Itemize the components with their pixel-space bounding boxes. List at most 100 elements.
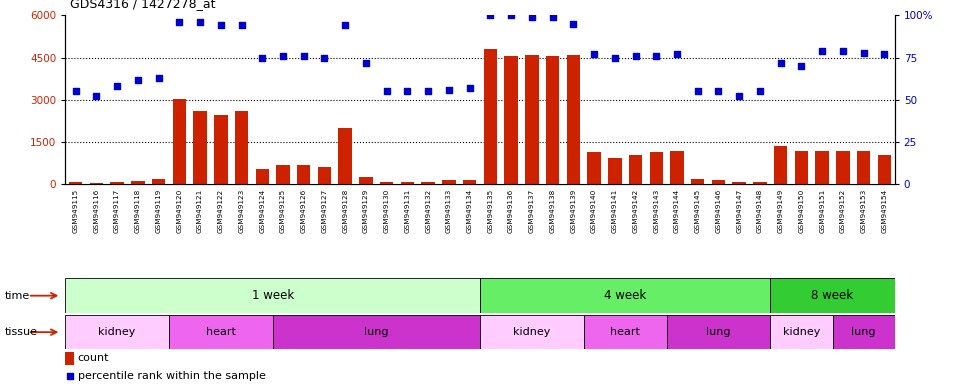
Bar bbox=[318, 167, 331, 184]
Text: GSM949126: GSM949126 bbox=[300, 189, 307, 233]
Text: GSM949142: GSM949142 bbox=[633, 189, 638, 233]
Bar bbox=[566, 55, 580, 184]
Bar bbox=[650, 152, 663, 184]
Point bbox=[379, 88, 395, 94]
Text: GSM949117: GSM949117 bbox=[114, 189, 120, 233]
Text: 8 week: 8 week bbox=[811, 289, 853, 302]
Point bbox=[172, 19, 187, 25]
Bar bbox=[65, 278, 480, 313]
Bar bbox=[273, 315, 480, 349]
Bar bbox=[152, 179, 165, 184]
Bar bbox=[235, 111, 249, 184]
Point bbox=[442, 87, 457, 93]
Point bbox=[649, 53, 664, 59]
Text: tissue: tissue bbox=[5, 327, 37, 337]
Bar bbox=[255, 169, 269, 184]
Point bbox=[296, 53, 311, 59]
Point bbox=[794, 63, 809, 69]
Point bbox=[109, 83, 125, 89]
Bar bbox=[504, 56, 517, 184]
Bar bbox=[546, 56, 560, 184]
Bar bbox=[69, 182, 83, 184]
Bar bbox=[65, 315, 169, 349]
Point bbox=[462, 85, 477, 91]
Bar bbox=[815, 151, 828, 184]
Point bbox=[62, 373, 78, 379]
Bar bbox=[836, 151, 850, 184]
Text: 1 week: 1 week bbox=[252, 289, 294, 302]
Point bbox=[254, 55, 270, 61]
Bar bbox=[770, 278, 895, 313]
Bar bbox=[754, 182, 767, 184]
Text: kidney: kidney bbox=[99, 327, 135, 337]
Point bbox=[565, 21, 581, 27]
Text: GSM949123: GSM949123 bbox=[238, 189, 245, 233]
Text: GSM949140: GSM949140 bbox=[591, 189, 597, 233]
Point bbox=[835, 48, 851, 54]
Text: GSM949139: GSM949139 bbox=[570, 189, 576, 233]
Text: GSM949118: GSM949118 bbox=[134, 189, 141, 233]
Text: GSM949144: GSM949144 bbox=[674, 189, 680, 233]
Text: GSM949138: GSM949138 bbox=[549, 189, 556, 233]
Text: GSM949115: GSM949115 bbox=[73, 189, 79, 233]
Point bbox=[483, 12, 498, 18]
Text: GSM949147: GSM949147 bbox=[736, 189, 742, 233]
Bar bbox=[193, 111, 206, 184]
Text: GSM949143: GSM949143 bbox=[653, 189, 660, 233]
Text: GSM949121: GSM949121 bbox=[197, 189, 204, 233]
Text: GSM949131: GSM949131 bbox=[404, 189, 411, 233]
Text: GSM949120: GSM949120 bbox=[177, 189, 182, 233]
Bar bbox=[380, 182, 394, 184]
Text: GSM949152: GSM949152 bbox=[840, 189, 846, 233]
Bar bbox=[691, 179, 705, 184]
Text: 4 week: 4 week bbox=[604, 289, 646, 302]
Bar bbox=[588, 152, 601, 184]
Point bbox=[338, 22, 353, 28]
Bar bbox=[711, 180, 725, 184]
Text: GSM949146: GSM949146 bbox=[715, 189, 722, 233]
Text: lung: lung bbox=[364, 327, 389, 337]
Text: GSM949134: GSM949134 bbox=[467, 189, 472, 233]
Text: kidney: kidney bbox=[514, 327, 550, 337]
Bar bbox=[584, 315, 666, 349]
Bar bbox=[359, 177, 372, 184]
Bar bbox=[65, 352, 75, 365]
Point bbox=[753, 88, 768, 94]
Bar bbox=[774, 146, 787, 184]
Bar bbox=[421, 182, 435, 184]
Bar bbox=[443, 180, 456, 184]
Text: GSM949149: GSM949149 bbox=[778, 189, 783, 233]
Point bbox=[773, 60, 788, 66]
Point bbox=[131, 76, 146, 83]
Point bbox=[276, 53, 291, 59]
Point bbox=[710, 88, 726, 94]
Text: GDS4316 / 1427278_at: GDS4316 / 1427278_at bbox=[70, 0, 216, 10]
Bar bbox=[795, 151, 808, 184]
Text: GSM949129: GSM949129 bbox=[363, 189, 369, 233]
Bar bbox=[89, 183, 103, 184]
Text: GSM949128: GSM949128 bbox=[342, 189, 348, 233]
Text: GSM949148: GSM949148 bbox=[756, 189, 763, 233]
Text: GSM949132: GSM949132 bbox=[425, 189, 431, 233]
Bar bbox=[832, 315, 895, 349]
Bar bbox=[297, 165, 310, 184]
Point bbox=[234, 22, 250, 28]
Text: lung: lung bbox=[852, 327, 876, 337]
Text: time: time bbox=[5, 291, 30, 301]
Bar bbox=[132, 180, 145, 184]
Point bbox=[88, 93, 104, 99]
Point bbox=[192, 19, 207, 25]
Point bbox=[317, 55, 332, 61]
Point bbox=[690, 88, 706, 94]
Text: GSM949130: GSM949130 bbox=[384, 189, 390, 233]
Point bbox=[524, 14, 540, 20]
Text: GSM949122: GSM949122 bbox=[218, 189, 224, 233]
Bar bbox=[877, 155, 891, 184]
Point bbox=[503, 12, 518, 18]
Point bbox=[213, 22, 228, 28]
Text: heart: heart bbox=[205, 327, 236, 337]
Text: GSM949136: GSM949136 bbox=[508, 189, 515, 233]
Point bbox=[420, 88, 436, 94]
Text: GSM949127: GSM949127 bbox=[322, 189, 327, 233]
Text: GSM949125: GSM949125 bbox=[280, 189, 286, 233]
